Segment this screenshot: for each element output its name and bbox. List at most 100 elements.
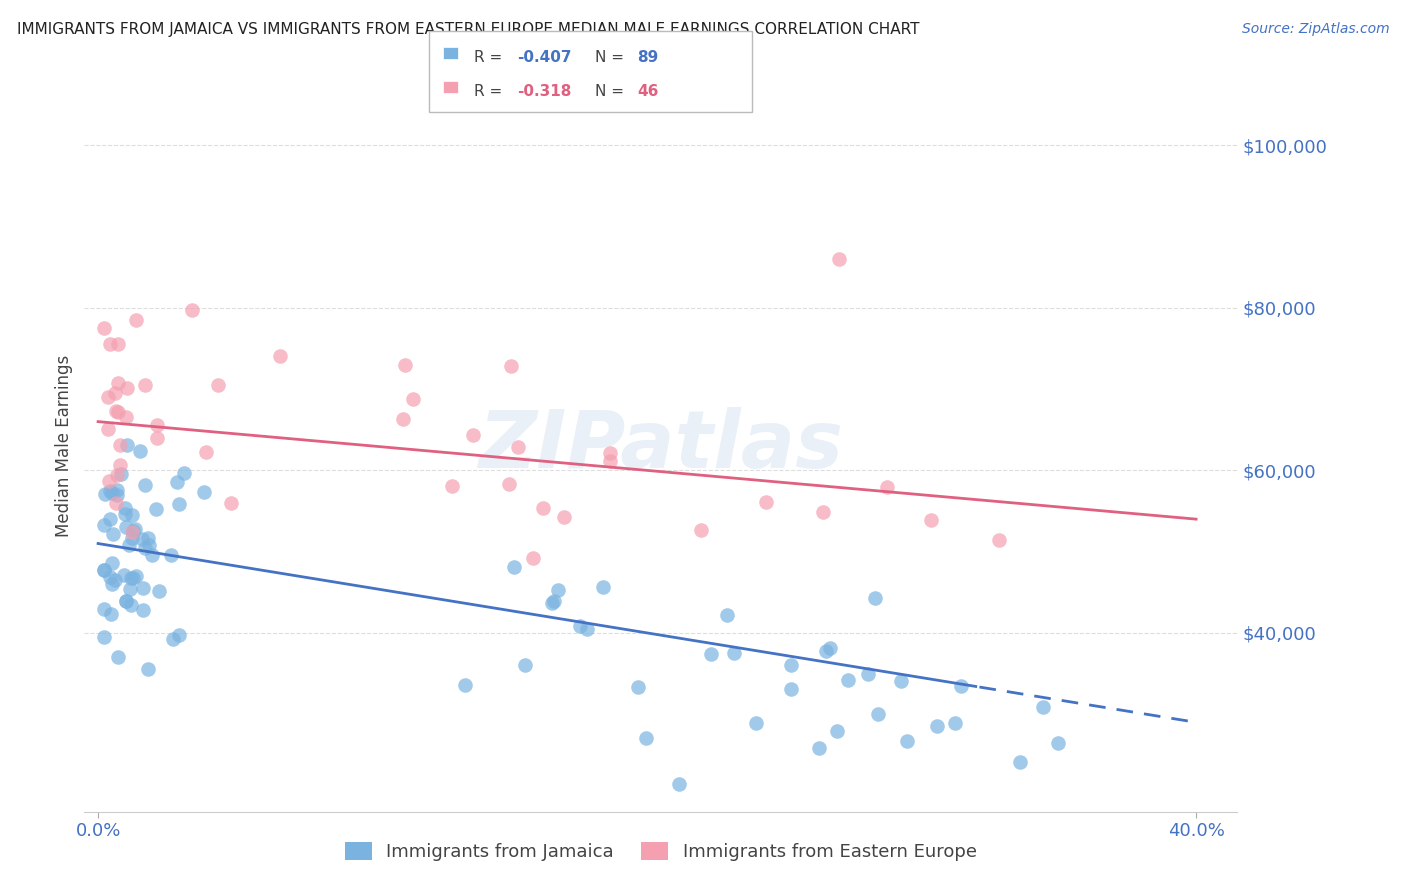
- Point: [134, 378, 156, 392]
- Point: [105, 404, 128, 418]
- Point: [668, 777, 690, 791]
- Point: [943, 716, 966, 731]
- Point: [949, 680, 972, 694]
- Point: [167, 497, 190, 511]
- Point: [110, 467, 132, 481]
- Point: [755, 495, 778, 509]
- Point: [107, 650, 129, 665]
- Point: [145, 502, 167, 516]
- Point: [131, 603, 153, 617]
- Point: [925, 719, 948, 733]
- Point: [120, 599, 142, 613]
- Point: [207, 377, 229, 392]
- Point: [818, 641, 841, 656]
- Point: [515, 657, 537, 672]
- Text: R =: R =: [474, 50, 508, 65]
- Point: [454, 678, 477, 692]
- Point: [101, 486, 124, 500]
- Point: [93, 321, 115, 335]
- Point: [690, 524, 713, 538]
- Point: [114, 508, 136, 522]
- Point: [866, 707, 889, 722]
- Point: [110, 458, 132, 473]
- Point: [97, 390, 120, 404]
- Point: [193, 484, 215, 499]
- Point: [101, 527, 124, 541]
- Point: [498, 476, 520, 491]
- Point: [104, 496, 127, 510]
- Point: [98, 570, 121, 584]
- Point: [716, 607, 738, 622]
- Point: [700, 647, 723, 661]
- Point: [120, 571, 142, 585]
- Point: [745, 715, 768, 730]
- Point: [890, 673, 912, 688]
- Point: [114, 520, 136, 534]
- Point: [599, 454, 621, 468]
- Point: [93, 563, 115, 577]
- Point: [93, 602, 115, 616]
- Point: [814, 644, 837, 658]
- Point: [503, 559, 526, 574]
- Point: [181, 302, 204, 317]
- Point: [162, 632, 184, 646]
- Point: [100, 577, 122, 591]
- Point: [599, 446, 621, 460]
- Text: -0.318: -0.318: [517, 84, 572, 99]
- Point: [402, 392, 425, 406]
- Point: [93, 517, 115, 532]
- Point: [107, 405, 129, 419]
- Legend: Immigrants from Jamaica, Immigrants from Eastern Europe: Immigrants from Jamaica, Immigrants from…: [337, 835, 984, 869]
- Point: [121, 508, 143, 522]
- Point: [120, 582, 142, 596]
- Point: [166, 475, 188, 489]
- Point: [858, 667, 880, 681]
- Text: 89: 89: [637, 50, 658, 65]
- Point: [1032, 700, 1054, 714]
- Y-axis label: Median Male Earnings: Median Male Earnings: [55, 355, 73, 537]
- Point: [131, 582, 153, 596]
- Point: [148, 584, 170, 599]
- Point: [141, 548, 163, 562]
- Text: ZIPatlas: ZIPatlas: [478, 407, 844, 485]
- Point: [115, 409, 138, 424]
- Point: [508, 440, 530, 454]
- Point: [124, 522, 146, 536]
- Point: [569, 619, 592, 633]
- Text: IMMIGRANTS FROM JAMAICA VS IMMIGRANTS FROM EASTERN EUROPE MEDIAN MALE EARNINGS C: IMMIGRANTS FROM JAMAICA VS IMMIGRANTS FR…: [17, 22, 920, 37]
- Point: [723, 646, 745, 660]
- Point: [807, 740, 830, 755]
- Point: [114, 594, 136, 608]
- Point: [522, 551, 544, 566]
- Point: [94, 487, 117, 501]
- Point: [105, 468, 128, 483]
- Point: [636, 731, 658, 746]
- Point: [134, 541, 156, 555]
- Point: [827, 724, 849, 739]
- Point: [101, 556, 124, 570]
- Point: [501, 359, 523, 373]
- Point: [136, 662, 159, 676]
- Point: [394, 358, 416, 372]
- Text: N =: N =: [595, 50, 628, 65]
- Point: [131, 532, 153, 546]
- Point: [219, 495, 242, 509]
- Point: [115, 438, 138, 452]
- Point: [122, 571, 145, 585]
- Point: [146, 431, 169, 445]
- Point: [194, 445, 217, 459]
- Point: [100, 512, 122, 526]
- Point: [128, 444, 150, 458]
- Point: [115, 381, 138, 395]
- Point: [160, 548, 183, 562]
- Point: [780, 681, 803, 696]
- Point: [124, 569, 146, 583]
- Point: [115, 594, 138, 608]
- Point: [93, 630, 115, 644]
- Point: [100, 484, 122, 499]
- Point: [543, 594, 565, 608]
- Point: [107, 336, 129, 351]
- Point: [100, 607, 122, 621]
- Point: [138, 531, 160, 545]
- Point: [134, 477, 156, 491]
